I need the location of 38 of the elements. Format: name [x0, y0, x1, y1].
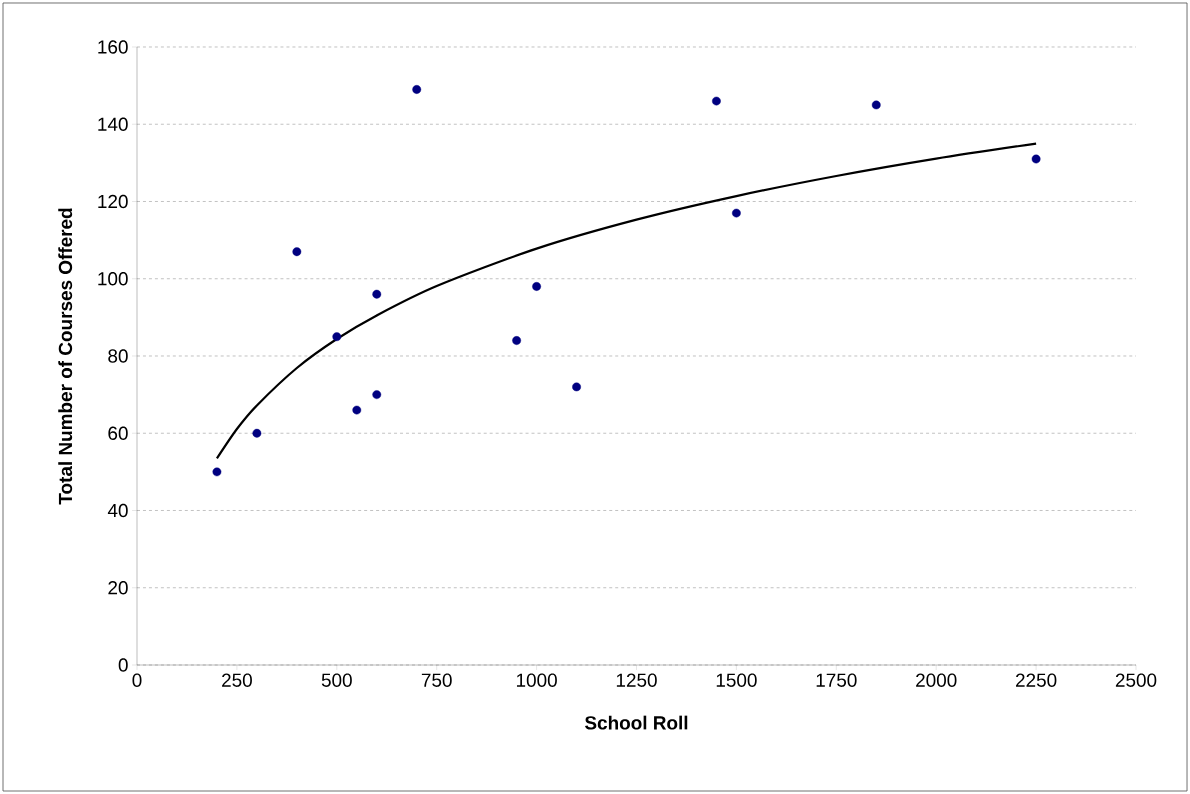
x-tick-label: 1500	[716, 673, 757, 687]
x-tick-label: 2500	[1115, 673, 1157, 687]
point	[292, 247, 302, 257]
y-axis-title: Total Number of Courses Offered	[58, 208, 73, 505]
y-tick-label: 20	[108, 581, 128, 595]
point	[352, 405, 362, 415]
x-tick-label: 2250	[1016, 673, 1057, 687]
point	[532, 282, 541, 291]
point	[732, 208, 741, 218]
x-tick-label: 750	[421, 673, 452, 687]
y-tick-label: 60	[108, 426, 128, 440]
x-tick-label: 250	[222, 673, 252, 687]
x-tick-label: 500	[321, 673, 352, 687]
x-tick-label: 2000	[916, 673, 957, 687]
point	[871, 100, 881, 110]
x-tick-label: 1000	[516, 673, 557, 687]
y-tick-label: 0	[118, 658, 128, 672]
x-tick-label: 0	[132, 673, 142, 687]
point	[512, 336, 521, 345]
point	[712, 96, 721, 106]
x-axis-title: School Roll	[584, 715, 688, 730]
y-tick-label: 160	[98, 40, 128, 54]
line-series	[215, 142, 1038, 460]
y-tick-label: 80	[108, 349, 128, 363]
point	[332, 332, 342, 342]
point	[572, 382, 581, 392]
point	[372, 390, 382, 399]
point	[1031, 154, 1041, 164]
point	[412, 85, 422, 94]
point	[252, 428, 262, 438]
point	[372, 289, 382, 299]
point	[212, 467, 222, 477]
x-tick-label: 1250	[616, 673, 657, 687]
y-tick-label: 120	[98, 194, 128, 209]
y-tick-label: 40	[107, 503, 128, 518]
x-tick-label: 1750	[816, 673, 857, 687]
y-tick-label: 100	[98, 272, 128, 286]
y-tick-label: 140	[98, 117, 128, 131]
